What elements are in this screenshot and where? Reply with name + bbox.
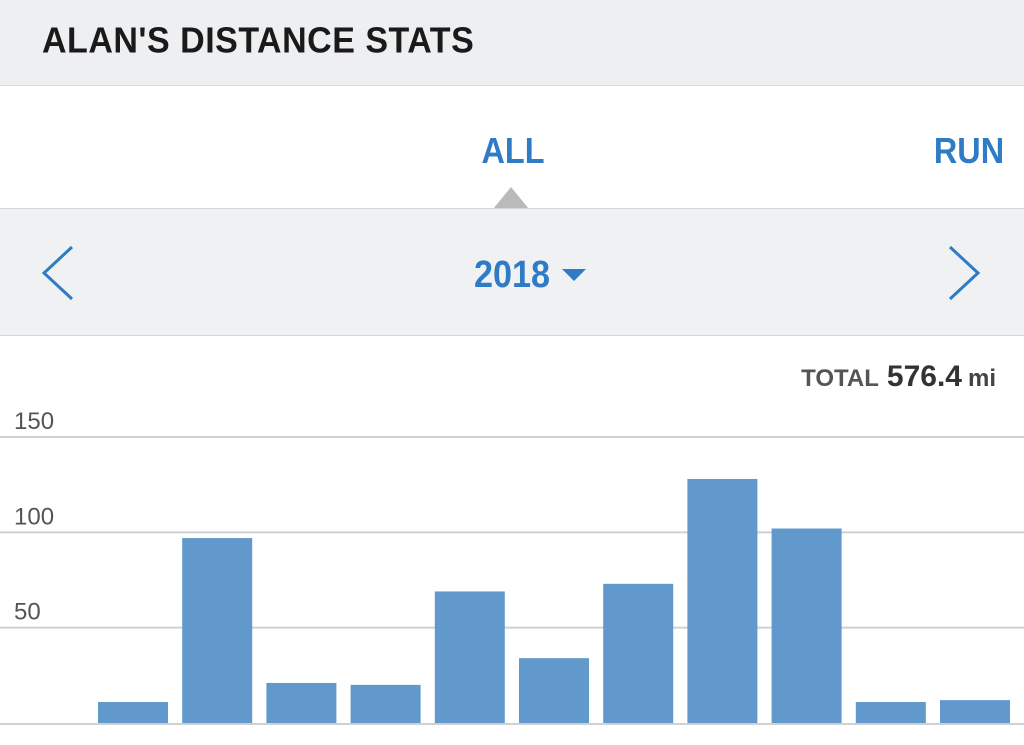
distance-bar[interactable] xyxy=(687,478,758,723)
total-label: TOTAL xyxy=(801,365,879,392)
distance-bar[interactable] xyxy=(182,538,253,723)
distance-bar[interactable] xyxy=(855,702,926,723)
caret-down-icon xyxy=(562,269,586,281)
chevron-right-icon xyxy=(948,245,981,301)
distance-bar[interactable] xyxy=(940,700,1010,723)
year-navigation: 2018 xyxy=(0,208,1024,336)
previous-year-button[interactable] xyxy=(38,245,78,301)
tab-all[interactable]: ALL xyxy=(481,130,545,171)
total-value: 576.4 xyxy=(886,360,962,393)
page-title: ALAN'S DISTANCE STATS xyxy=(42,21,475,61)
page-header: ALAN'S DISTANCE STATS xyxy=(0,0,1024,86)
y-tick-label: 150 xyxy=(14,408,54,435)
y-tick-label: 100 xyxy=(14,503,54,530)
total-distance: TOTAL 576.4 mi xyxy=(801,360,996,394)
distance-bar-chart: 150 100 50 xyxy=(0,400,1024,740)
active-tab-indicator xyxy=(493,187,529,209)
activity-tabs: ALL RUN xyxy=(0,86,1024,209)
next-year-button[interactable] xyxy=(944,245,984,301)
y-tick-label: 50 xyxy=(14,599,41,626)
year-dropdown[interactable]: 2018 xyxy=(474,253,586,296)
distance-bar[interactable] xyxy=(603,583,674,723)
distance-bar[interactable] xyxy=(771,528,842,723)
total-unit: mi xyxy=(967,365,996,392)
chevron-left-icon xyxy=(41,245,74,301)
year-value: 2018 xyxy=(474,253,551,296)
distance-bar[interactable] xyxy=(266,682,337,723)
tab-run[interactable]: RUN xyxy=(933,130,1005,171)
distance-bar[interactable] xyxy=(350,684,421,723)
distance-bar[interactable] xyxy=(519,658,589,723)
distance-bar[interactable] xyxy=(98,702,168,723)
distance-bar[interactable] xyxy=(434,591,505,723)
chart-svg: 150 100 50 xyxy=(0,408,1024,725)
